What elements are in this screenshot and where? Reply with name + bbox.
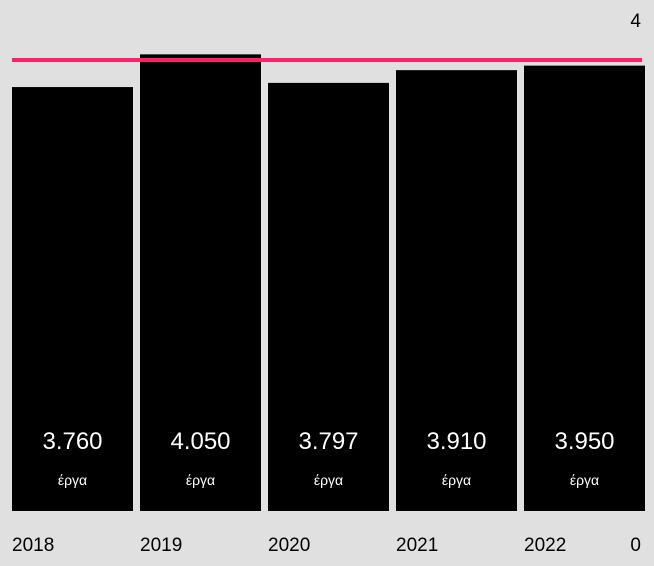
x-tick-label: 2022 — [524, 535, 566, 556]
x-axis-labels: 2018 2019 2020 2021 2022 — [12, 535, 566, 556]
bar-value-label: 4.050 — [170, 428, 230, 455]
bar-unit-label: έργα — [314, 472, 343, 488]
y-axis-max-label: 4 — [630, 11, 641, 32]
bar-unit-label: έργα — [442, 472, 471, 488]
x-tick-label: 2019 — [140, 535, 182, 556]
bar-unit-label: έργα — [58, 472, 87, 488]
bar-value-label: 3.797 — [298, 428, 358, 455]
x-tick-label: 2020 — [268, 535, 310, 556]
bar-2019 — [140, 54, 261, 512]
bar-2021 — [396, 70, 517, 512]
bar-value-label: 3.760 — [42, 428, 102, 455]
bar-value-label: 3.910 — [426, 428, 486, 455]
x-tick-label: 2018 — [12, 535, 54, 556]
bar-unit-label: έργα — [570, 472, 599, 488]
bar-value-label: 3.950 — [554, 428, 614, 455]
bars-group: 3.760 έργα 4.050 έργα 3.797 έργα 3.910 έργα 3.95… — [12, 54, 645, 512]
bar-2022 — [524, 65, 645, 511]
bar-2020 — [268, 82, 389, 512]
y-axis-min-label: 0 — [630, 535, 641, 556]
bar-2018 — [12, 87, 133, 511]
x-tick-label: 2021 — [396, 535, 438, 556]
bar-unit-label: έργα — [186, 472, 215, 488]
